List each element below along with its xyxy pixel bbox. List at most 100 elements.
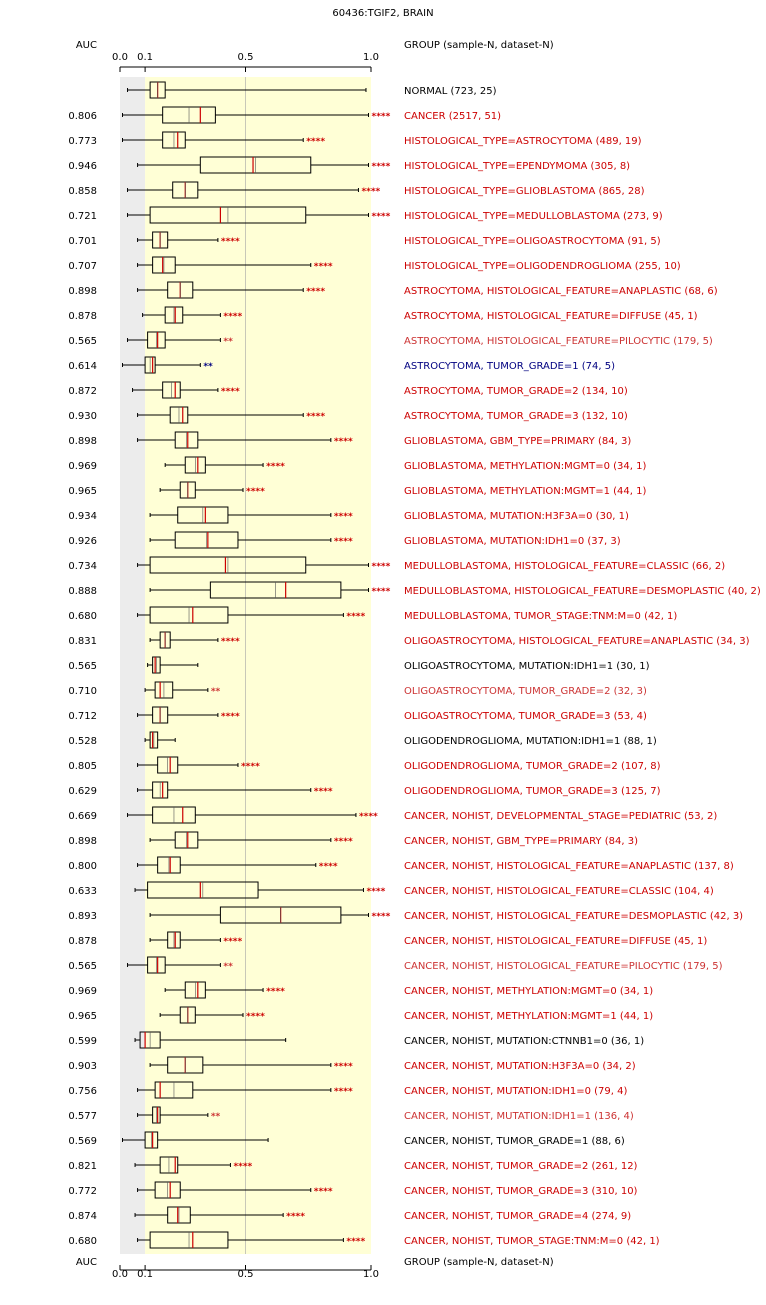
boxplot-row: **** 0.669 CANCER, NOHIST, DEVELOPMENTAL_S… <box>68 806 717 824</box>
auc-value: 0.629 <box>68 786 97 797</box>
group-label: CANCER, NOHIST, MUTATION:CTNNB1=0 (36, 1… <box>404 1036 644 1047</box>
tick-label: 0.1 <box>137 1269 153 1280</box>
group-label: ASTROCYTOMA, HISTOLOGICAL_FEATURE=PILOCY… <box>404 336 713 347</box>
significance-marker: **** <box>314 262 333 272</box>
boxplot-row: **** 0.721 HISTOLOGICAL_TYPE=MEDULLOBLASTO… <box>68 206 663 224</box>
significance-marker: **** <box>246 1012 265 1022</box>
significance-marker: ** <box>203 362 213 372</box>
auc-value: 0.565 <box>68 661 97 672</box>
group-label: CANCER, NOHIST, TUMOR_STAGE:TNM:M=0 (42,… <box>404 1236 660 1247</box>
tick-label: 0.0 <box>112 1269 128 1280</box>
auc-header-top: AUC <box>76 40 97 51</box>
group-label: CANCER, NOHIST, TUMOR_GRADE=4 (274, 9) <box>404 1211 631 1222</box>
group-header-bottom: GROUP (sample-N, dataset-N) <box>404 1257 554 1268</box>
boxplot-row: **** 0.872 ASTROCYTOMA, TUMOR_GRADE=2 (134… <box>68 381 628 399</box>
auc-value: 0.721 <box>68 211 97 222</box>
significance-marker: **** <box>314 1187 333 1197</box>
auc-value: 0.680 <box>68 611 97 622</box>
significance-marker: **** <box>266 987 285 997</box>
group-label: ASTROCYTOMA, HISTOLOGICAL_FEATURE=ANAPLA… <box>404 286 718 297</box>
boxplot-row: **** 0.831 OLIGOASTROCYTOMA, HISTOLOGICAL_… <box>68 631 750 649</box>
auc-value: 0.858 <box>68 186 97 197</box>
significance-marker: **** <box>221 637 240 647</box>
boxplot-row: **** 0.734 MEDULLOBLASTOMA, HISTOLOGICAL_F… <box>68 556 725 574</box>
boxplot-row: **** 0.772 CANCER, NOHIST, TUMOR_GRADE=3 (… <box>68 1181 638 1199</box>
group-label: OLIGOASTROCYTOMA, TUMOR_GRADE=3 (53, 4) <box>404 711 647 722</box>
group-label: HISTOLOGICAL_TYPE=ASTROCYTOMA (489, 19) <box>404 136 642 147</box>
significance-marker: **** <box>223 937 242 947</box>
significance-marker: **** <box>334 1062 353 1072</box>
group-label: HISTOLOGICAL_TYPE=MEDULLOBLASTOMA (273, … <box>404 211 663 222</box>
group-label: ASTROCYTOMA, TUMOR_GRADE=1 (74, 5) <box>404 361 615 372</box>
significance-marker: **** <box>221 387 240 397</box>
significance-marker: **** <box>221 237 240 247</box>
group-label: CANCER, NOHIST, METHYLATION:MGMT=0 (34, … <box>404 986 653 997</box>
group-label: CANCER, NOHIST, MUTATION:H3F3A=0 (34, 2) <box>404 1061 636 1072</box>
tick-label: 0.5 <box>238 52 254 63</box>
boxplot-row: 0.565 OLIGOASTROCYTOMA, MUTATION:IDH1=1 (… <box>68 656 650 674</box>
significance-marker: **** <box>286 1212 305 1222</box>
boxplot-row: ** 0.565 ASTROCYTOMA, HISTOLOGICAL_FEATURE… <box>68 331 713 349</box>
boxplot-row: **** 0.858 HISTOLOGICAL_TYPE=GLIOBLASTOMA … <box>68 181 645 199</box>
auc-value: 0.878 <box>68 311 97 322</box>
auc-value: 0.898 <box>68 286 97 297</box>
x-axis-top: 0.0 0.1 0.5 1.0 <box>112 52 379 72</box>
auc-value: 0.969 <box>68 986 97 997</box>
background-bands <box>120 77 371 1254</box>
auc-value: 0.946 <box>68 161 97 172</box>
significance-marker: **** <box>246 487 265 497</box>
boxplot-row: **** 0.934 GLIOBLASTOMA, MUTATION:H3F3A=0 … <box>68 506 629 524</box>
boxplot-row: **** 0.821 CANCER, NOHIST, TUMOR_GRADE=2 (… <box>68 1156 638 1174</box>
group-label: CANCER, NOHIST, MUTATION:IDH1=1 (136, 4) <box>404 1111 634 1122</box>
auc-value: 0.965 <box>68 486 97 497</box>
significance-marker: **** <box>334 437 353 447</box>
tick-label: 1.0 <box>363 1269 379 1280</box>
group-label: GLIOBLASTOMA, METHYLATION:MGMT=1 (44, 1) <box>404 486 647 497</box>
auc-value: 0.707 <box>68 261 97 272</box>
group-label: OLIGODENDROGLIOMA, TUMOR_GRADE=2 (107, 8… <box>404 761 661 772</box>
auc-value: 0.773 <box>68 136 97 147</box>
auc-value: 0.800 <box>68 861 97 872</box>
boxplot-row: **** 0.707 HISTOLOGICAL_TYPE=OLIGODENDROGL… <box>68 256 681 274</box>
group-label: GLIOBLASTOMA, MUTATION:H3F3A=0 (30, 1) <box>404 511 629 522</box>
group-label: ASTROCYTOMA, HISTOLOGICAL_FEATURE=DIFFUS… <box>404 311 698 322</box>
chart-title: 60436:TGIF2, BRAIN <box>332 8 433 19</box>
tick-label: 0.5 <box>238 1269 254 1280</box>
significance-marker: ** <box>223 962 233 972</box>
auc-value: 0.926 <box>68 536 97 547</box>
significance-marker: **** <box>314 787 333 797</box>
auc-value: 0.821 <box>68 1161 97 1172</box>
auc-value: 0.614 <box>68 361 97 372</box>
boxplot-row: **** 0.701 HISTOLOGICAL_TYPE=OLIGOASTROCYT… <box>68 231 661 249</box>
auc-value: 0.669 <box>68 811 97 822</box>
auc-value: 0.874 <box>68 1211 97 1222</box>
group-label: GLIOBLASTOMA, GBM_TYPE=PRIMARY (84, 3) <box>404 436 631 447</box>
group-label: ASTROCYTOMA, TUMOR_GRADE=2 (134, 10) <box>404 386 628 397</box>
auc-header-bottom: AUC <box>76 1257 97 1268</box>
group-label: HISTOLOGICAL_TYPE=GLIOBLASTOMA (865, 28) <box>404 186 645 197</box>
group-label: OLIGOASTROCYTOMA, TUMOR_GRADE=2 (32, 3) <box>404 686 647 697</box>
auc-value: 0.680 <box>68 1236 97 1247</box>
boxplot-row: ** 0.710 OLIGOASTROCYTOMA, TUMOR_GRADE=2 (… <box>68 681 647 699</box>
significance-marker: **** <box>371 162 390 172</box>
tick-label: 1.0 <box>363 52 379 63</box>
auc-value: 0.898 <box>68 436 97 447</box>
boxplot-row: **** 0.898 CANCER, NOHIST, GBM_TYPE=PRIMAR… <box>68 831 638 849</box>
auc-value: 0.903 <box>68 1061 97 1072</box>
auc-value: 0.878 <box>68 936 97 947</box>
group-label: CANCER (2517, 51) <box>404 111 501 122</box>
group-label: HISTOLOGICAL_TYPE=OLIGODENDROGLIOMA (255… <box>404 261 681 272</box>
left-band <box>120 77 146 1254</box>
significance-marker: **** <box>306 412 325 422</box>
boxplot-row: **** 0.930 ASTROCYTOMA, TUMOR_GRADE=3 (132… <box>68 406 628 424</box>
group-label: OLIGOASTROCYTOMA, HISTOLOGICAL_FEATURE=A… <box>404 636 750 647</box>
auc-value: 0.710 <box>68 686 97 697</box>
boxplot-row: **** 0.903 CANCER, NOHIST, MUTATION:H3F3A=… <box>68 1056 636 1074</box>
significance-marker: **** <box>334 537 353 547</box>
boxplot-row: **** 0.680 CANCER, NOHIST, TUMOR_STAGE:TNM… <box>68 1231 660 1249</box>
boxplot-row: **** 0.965 GLIOBLASTOMA, METHYLATION:MGMT=… <box>68 481 647 499</box>
boxplot-row: ** 0.614 ASTROCYTOMA, TUMOR_GRADE=1 (74, 5… <box>68 356 615 374</box>
tick-label: 0.0 <box>112 52 128 63</box>
boxplot-row: 0.528 OLIGODENDROGLIOMA, MUTATION:IDH1=1 … <box>68 731 657 749</box>
significance-marker: **** <box>306 137 325 147</box>
